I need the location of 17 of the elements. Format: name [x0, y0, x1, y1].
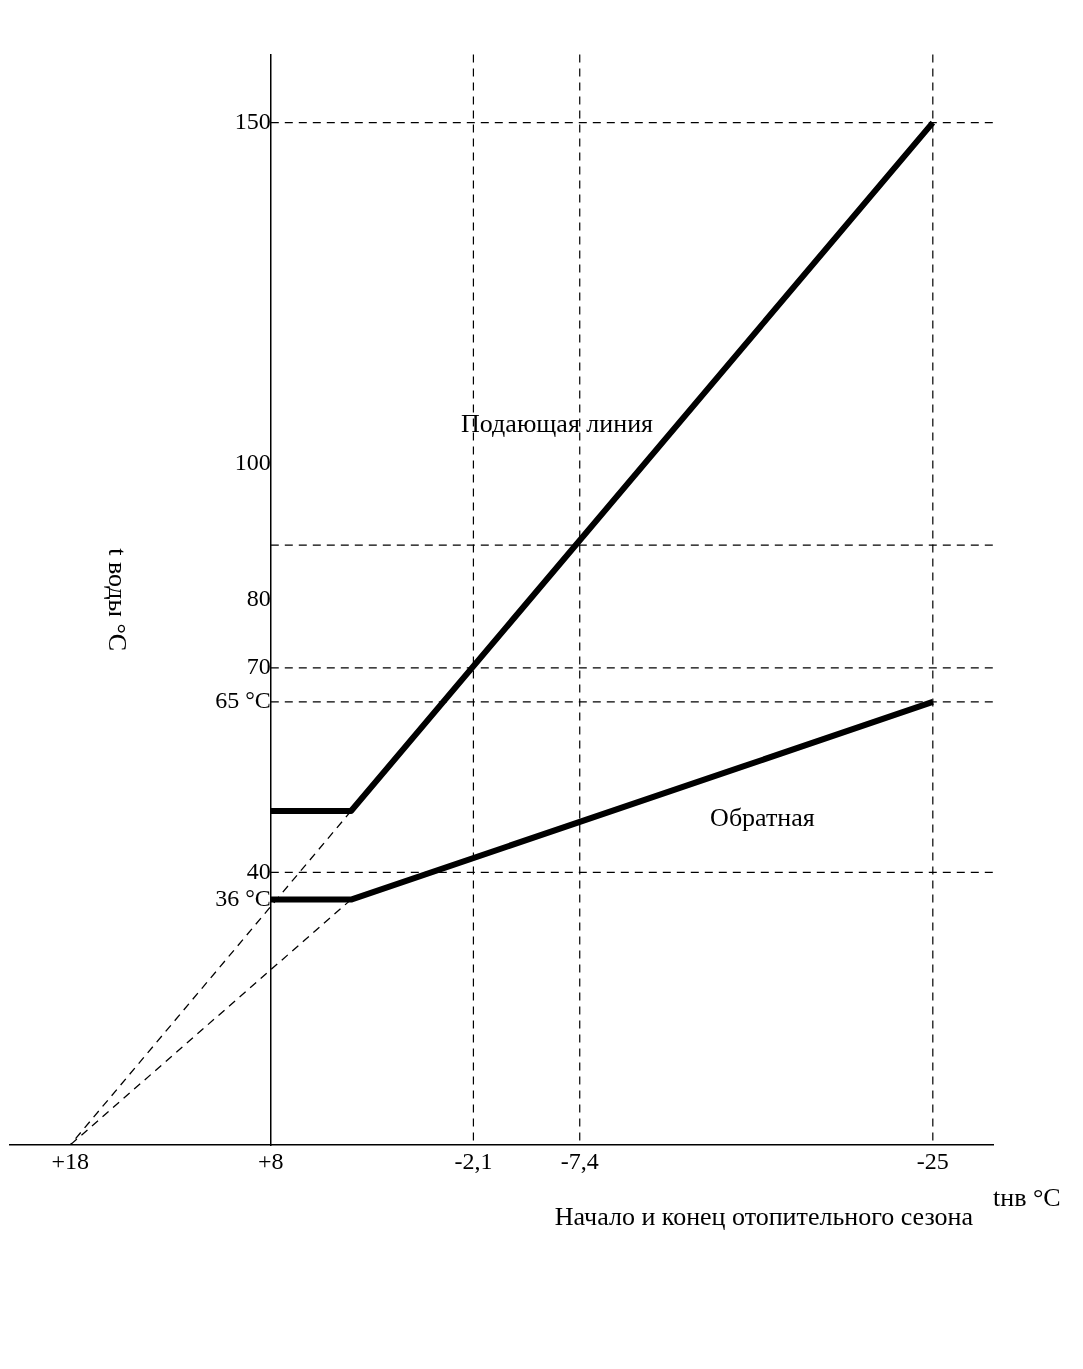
- x-tick-label: -7,4: [560, 1147, 599, 1174]
- y-tick-label: 70: [246, 653, 271, 680]
- y-axis-title: t воды °C: [102, 548, 132, 652]
- series-label: Подающая линия: [461, 409, 654, 439]
- text: Начало и конец отопительного сезона: [554, 1202, 974, 1231]
- x-tick-label: +8: [258, 1147, 284, 1174]
- y-tick-label: 40: [246, 857, 271, 884]
- y-tick-label: 100: [234, 448, 271, 475]
- series-label: Обратная: [710, 803, 815, 833]
- x-tick-label: +18: [51, 1147, 89, 1174]
- x-tick-label: -2,1: [454, 1147, 493, 1174]
- y-tick-label: 150: [234, 107, 271, 134]
- y-tick-label: 65 °C: [215, 687, 271, 714]
- y-tick-label: 36 °C: [215, 884, 271, 911]
- x-axis-title: tнв °C: [993, 1183, 1061, 1213]
- y-tick-label: 80: [246, 585, 271, 611]
- x-tick-label: -25: [916, 1147, 949, 1174]
